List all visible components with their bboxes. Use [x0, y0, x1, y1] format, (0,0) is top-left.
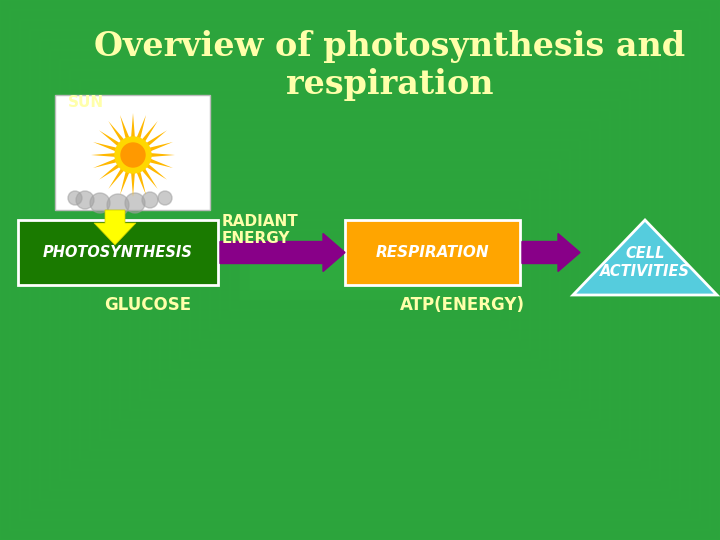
Polygon shape	[146, 130, 167, 146]
Polygon shape	[120, 171, 130, 195]
FancyArrow shape	[220, 233, 345, 272]
Polygon shape	[573, 220, 717, 295]
Polygon shape	[120, 115, 130, 139]
Polygon shape	[137, 115, 146, 139]
Circle shape	[68, 191, 82, 205]
Polygon shape	[151, 153, 175, 157]
Text: RADIANT
ENERGY: RADIANT ENERGY	[222, 214, 299, 246]
Polygon shape	[131, 113, 135, 137]
Polygon shape	[142, 168, 158, 189]
Text: SUN: SUN	[68, 95, 104, 110]
Text: ATP(ENERGY): ATP(ENERGY)	[400, 296, 525, 314]
Circle shape	[115, 137, 151, 173]
Circle shape	[158, 191, 172, 205]
Polygon shape	[108, 121, 124, 141]
Polygon shape	[146, 164, 167, 180]
FancyBboxPatch shape	[55, 95, 210, 210]
Circle shape	[142, 192, 158, 208]
Polygon shape	[99, 164, 120, 180]
Text: PHOTOSYNTHESIS: PHOTOSYNTHESIS	[43, 245, 193, 260]
Polygon shape	[99, 130, 120, 146]
FancyArrow shape	[522, 233, 580, 272]
Polygon shape	[108, 168, 124, 189]
Polygon shape	[91, 153, 115, 157]
FancyArrow shape	[94, 210, 136, 245]
Polygon shape	[131, 173, 135, 197]
Polygon shape	[142, 121, 158, 141]
Text: CELL
ACTIVITIES: CELL ACTIVITIES	[600, 246, 690, 279]
Circle shape	[76, 191, 94, 209]
Polygon shape	[93, 142, 117, 151]
Polygon shape	[150, 159, 173, 168]
Text: Overview of photosynthesis and
respiration: Overview of photosynthesis and respirati…	[94, 30, 685, 101]
Text: GLUCOSE: GLUCOSE	[104, 296, 192, 314]
Polygon shape	[137, 171, 146, 195]
Polygon shape	[150, 142, 173, 151]
FancyBboxPatch shape	[345, 220, 520, 285]
Circle shape	[121, 143, 145, 167]
Text: RESPIRATION: RESPIRATION	[376, 245, 490, 260]
FancyBboxPatch shape	[18, 220, 218, 285]
Polygon shape	[93, 159, 117, 168]
Circle shape	[90, 193, 110, 213]
Circle shape	[125, 193, 145, 213]
Circle shape	[107, 194, 129, 216]
